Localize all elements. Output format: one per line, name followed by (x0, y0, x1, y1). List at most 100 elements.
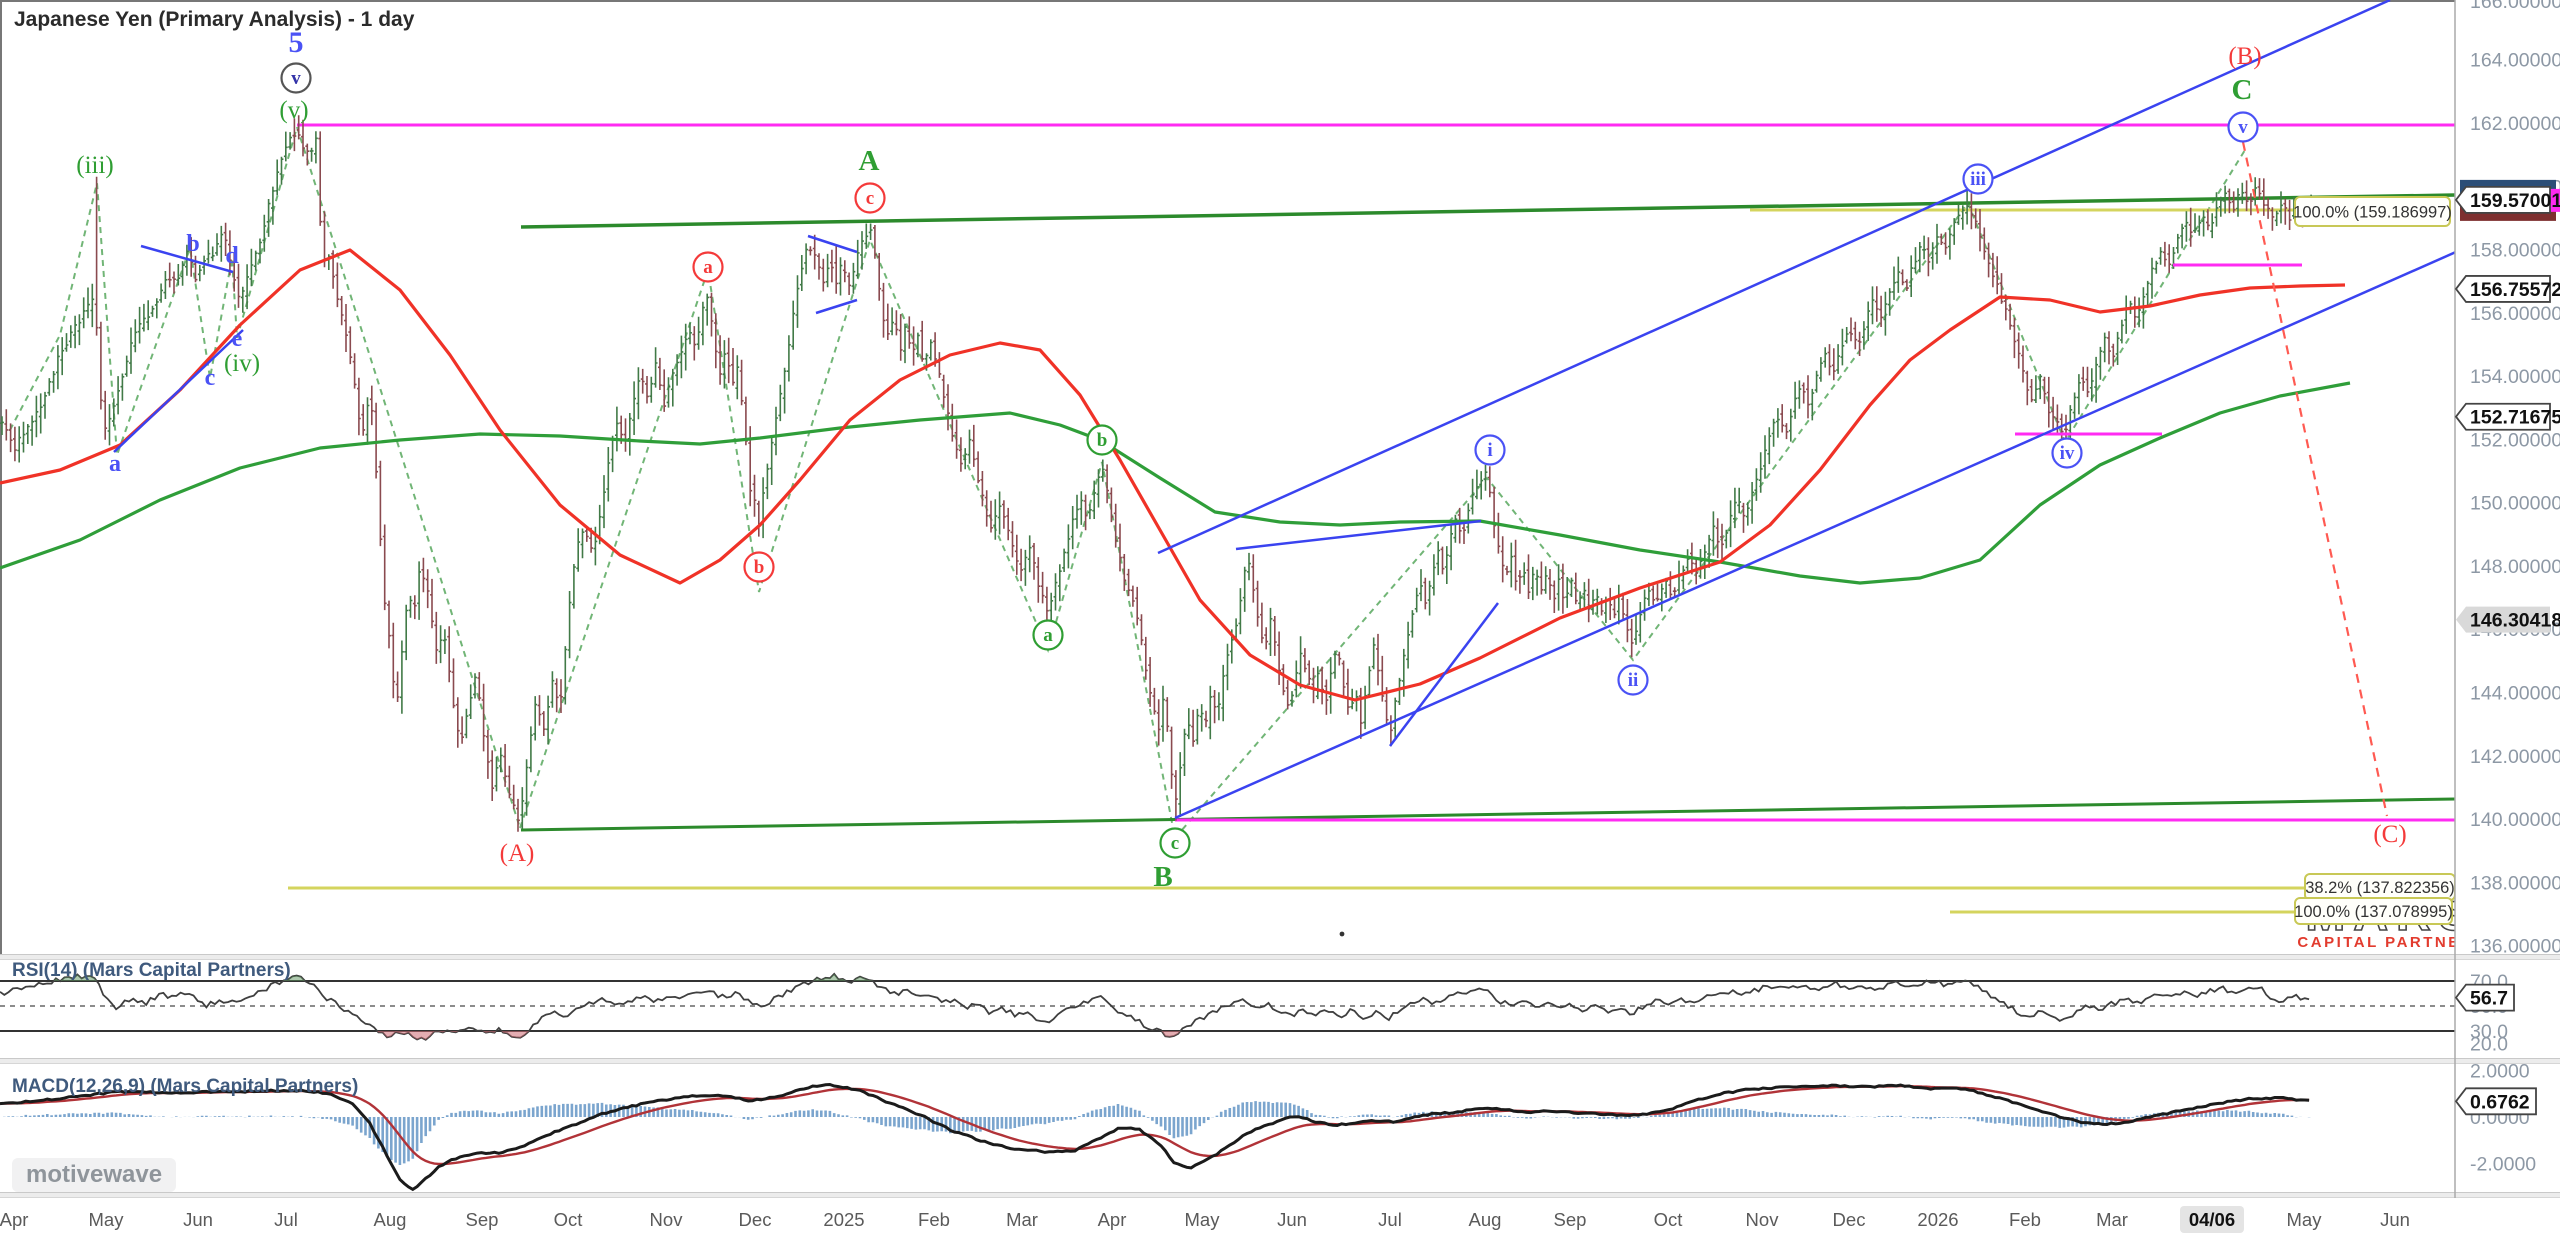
tag-shape (2456, 606, 2550, 633)
wave-label-circled: c (854, 182, 886, 214)
trendline-bd-line[interactable] (140, 244, 234, 274)
time-axis-label: Mar (2096, 1209, 2128, 1230)
wave-label: (C) (2373, 821, 2406, 848)
time-axis-label: Jul (1378, 1209, 1402, 1230)
wave-label: (iv) (224, 350, 260, 377)
time-axis-label: Nov (650, 1209, 684, 1230)
fib-label-box (2294, 897, 2453, 925)
separator-main-rsi (0, 954, 2560, 960)
tag-text: 146.30418 (2470, 610, 2560, 632)
rsi-value-tag[interactable]: 56.7 (2454, 983, 2515, 1012)
price-axis-label: 164.00000 (2470, 50, 2560, 72)
trendline-triangle-top[interactable] (1235, 519, 1482, 551)
wave-circle-text: v (291, 68, 301, 89)
tag-text: 152.716755 (2470, 407, 2560, 429)
price-tag[interactable]: 152.716755 (2454, 402, 2560, 431)
price-axis-label: 144.00000 (2470, 683, 2560, 705)
fib-label-text: 100.0% (159.186997) (2293, 204, 2452, 222)
time-axis-label: May (2287, 1209, 2323, 1230)
trendline-trend-lower-green[interactable] (520, 797, 2455, 832)
tag-shape (2454, 402, 2551, 431)
time-axis-label: Apr (1098, 1209, 1127, 1230)
trendline-steep-line[interactable] (1389, 602, 1499, 747)
trendline-trend-upper-green[interactable] (520, 193, 2455, 229)
rsi-axis-label: 30.0 (2470, 1021, 2508, 1043)
time-axis-label: Jul (274, 1209, 298, 1230)
macd-value-tag[interactable]: 0.6762 (2454, 1087, 2537, 1116)
time-axis-label: Jun (183, 1209, 213, 1230)
fib-label[interactable]: 38.2% (137.822356) (2304, 873, 2455, 901)
price-axis-label: 156.00000 (2470, 303, 2560, 325)
time-axis-label: 2026 (1917, 1209, 1958, 1230)
wave-circle (1617, 664, 1649, 696)
price-tag[interactable]: 156.75572 (2454, 275, 2560, 303)
chart-left-border (0, 0, 2, 956)
wave-label-circled: b (1086, 424, 1118, 456)
price-axis-label: 138.00000 (2470, 872, 2560, 894)
macd-axis-label: -2.0000 (2470, 1153, 2536, 1175)
trendline-flag-top[interactable] (807, 234, 858, 254)
trendline-flag-bottom[interactable] (815, 298, 858, 315)
trendline-projection-c[interactable] (2241, 141, 2389, 817)
wave-circle-text: v (2238, 117, 2248, 138)
wave-circle (1159, 827, 1191, 859)
wave-label: (iii) (76, 152, 114, 179)
tag-text: 56.7 (2470, 988, 2508, 1010)
wave-circle-text: i (1487, 440, 1492, 461)
brand-sub: CAPITAL PARTNERS (2297, 934, 2486, 951)
wave-label: a (109, 451, 121, 477)
motivewave-watermark: motivewave (12, 1158, 177, 1192)
wave-label-circled: v (280, 62, 312, 94)
wave-circle (854, 182, 886, 214)
price-axis-label: 162.00000 (2470, 113, 2560, 135)
fib-label-box (2294, 196, 2451, 227)
time-axis-label: Aug (1469, 1209, 1502, 1230)
wave-label: (v) (279, 97, 308, 124)
wave-path-dashed (1174, 149, 2246, 839)
time-axis-label: Aug (374, 1209, 407, 1230)
wave-path-dashed (296, 126, 521, 829)
trendline-channel-lower[interactable] (1174, 206, 2560, 820)
macd-panel[interactable] (0, 1082, 2311, 1192)
fib-label[interactable]: 100.0% (159.186997) (2293, 196, 2452, 227)
wave-circle-text: b (754, 557, 765, 578)
wave-circle (280, 62, 312, 94)
rsi-panel[interactable] (0, 972, 2455, 1041)
moving-average-slow (0, 381, 2351, 585)
time-axis-highlight[interactable] (2180, 1206, 2244, 1233)
tag-text: 159.57001 (2470, 190, 2560, 212)
wave-label-circled: ii (1617, 664, 1649, 696)
trendline-ae-line[interactable] (113, 329, 244, 453)
chart-top-border (0, 0, 2455, 2)
rsi-overbought-fill (0, 973, 2313, 981)
macd-histogram (3, 1101, 2311, 1165)
separator-macd-axis (0, 1192, 2560, 1198)
wave-label-circled: c (1159, 827, 1191, 859)
wave-circle-text: iv (2060, 443, 2075, 464)
time-axis-label: Sep (466, 1209, 499, 1230)
time-axis-label: May (89, 1209, 125, 1230)
wave-label-circled: a (1032, 619, 1064, 651)
wave-circle (1086, 424, 1118, 456)
main-chart-panel[interactable]: MARS100.0% (159.186997)38.2% (137.822356… (0, 0, 2560, 951)
wave-circle-text: c (1171, 833, 1179, 854)
trendline-channel-upper[interactable] (1157, 0, 2391, 555)
price-axis-label: 136.00000 (2470, 936, 2560, 958)
wave-circle (2227, 111, 2259, 143)
wave-label-circled: b (743, 551, 775, 583)
price-tag[interactable]: 146.30418 (2456, 606, 2560, 633)
moving-average-fast (0, 248, 2346, 702)
wave-circle-text: a (703, 257, 713, 278)
time-axis-label: Feb (2009, 1209, 2041, 1230)
wave-label-circled: i (1474, 434, 1506, 466)
time-axis-label-current: 04/06 (2189, 1209, 2235, 1230)
wave-circle (2051, 437, 2083, 469)
wave-label: e (232, 326, 243, 352)
price-axis-label: 142.00000 (2470, 746, 2560, 768)
rsi-oversold-fill (0, 1031, 2313, 1040)
macd-panel-label: MACD(12,26,9) (Mars Capital Partners) (12, 1076, 359, 1097)
price-tag[interactable]: 159.57001 (2454, 179, 2560, 221)
fib-label[interactable]: 100.0% (137.078995) (2294, 897, 2453, 925)
